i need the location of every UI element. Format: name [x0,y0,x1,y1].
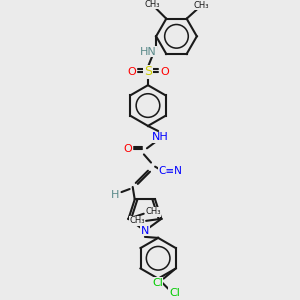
Text: CH₃: CH₃ [144,0,160,9]
Text: N: N [141,226,149,236]
Text: CH₃: CH₃ [145,207,160,216]
Text: CH₃: CH₃ [193,1,209,10]
Text: O: O [123,144,132,154]
Text: Cl: Cl [169,288,180,298]
Text: CH₃: CH₃ [129,216,145,225]
Text: H: H [111,190,120,200]
Text: S: S [144,65,152,78]
Text: O: O [160,67,169,77]
Text: Cl: Cl [152,278,163,288]
Text: NH: NH [152,132,169,142]
Text: HN: HN [140,46,156,57]
Text: C≡N: C≡N [158,166,182,176]
Text: O: O [127,67,136,77]
